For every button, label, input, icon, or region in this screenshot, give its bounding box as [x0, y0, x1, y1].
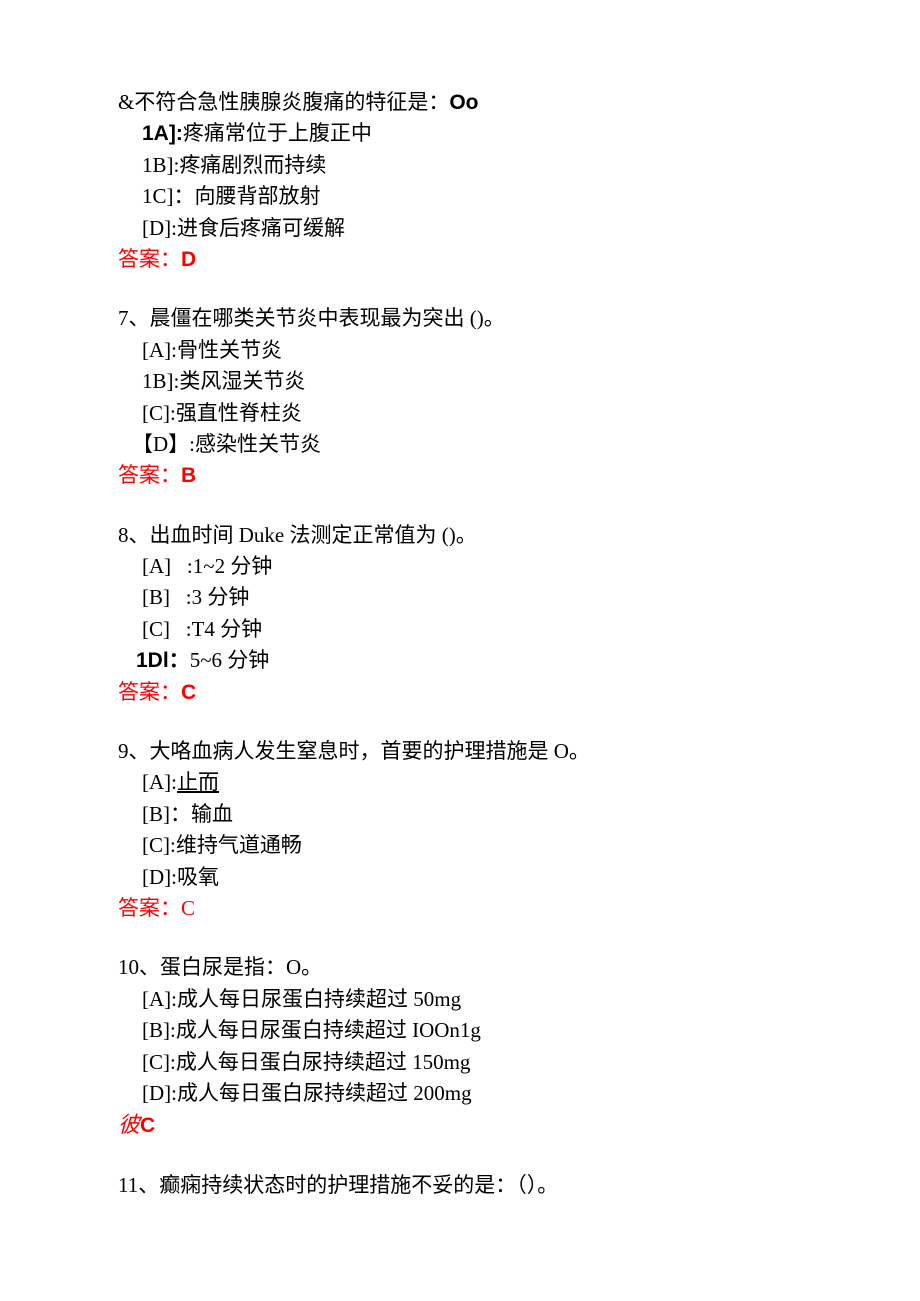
question-option: [D]:成人每日蛋白尿持续超过 200mg — [118, 1079, 920, 1108]
option-marker: 1Dl： — [136, 649, 190, 672]
option-text: 进食后疼痛可缓解 — [177, 216, 345, 240]
question-option: [A]:止而 — [118, 768, 920, 797]
answer-value: C — [140, 1114, 155, 1137]
option-text: 输血 — [191, 802, 233, 826]
answer-label: 答案： — [118, 247, 181, 271]
question-block: 7、晨僵在哪类关节炎中表现最为突出 ()。 [A]:骨性关节炎 1B]:类风湿关… — [118, 304, 920, 490]
question-stem: 11、癫痫持续状态时的护理措施不妥的是：（）。 — [118, 1171, 920, 1200]
option-text: 成人每日尿蛋白持续超过 IOOn1g — [176, 1018, 481, 1042]
question-option: 1Dl：5~6 分钟 — [118, 646, 920, 675]
answer-line: 答案：C — [118, 894, 920, 923]
question-stem: 10、蛋白尿是指：O。 — [118, 953, 920, 982]
option-text: 5~6 分钟 — [190, 648, 270, 672]
question-stem: 8、出血时间 Duke 法测定正常值为 ()。 — [118, 521, 920, 550]
question-stem: 7、晨僵在哪类关节炎中表现最为突出 ()。 — [118, 304, 920, 333]
question-block: &不符合急性胰腺炎腹痛的特征是：Oo 1A]:疼痛常位于上腹正中 1B]:疼痛剧… — [118, 88, 920, 274]
option-text: 向腰背部放射 — [195, 184, 321, 208]
option-marker: [B]: — [142, 1018, 176, 1042]
question-option: [C]:成人每日蛋白尿持续超过 150mg — [118, 1048, 920, 1077]
option-text: 止而 — [177, 770, 219, 794]
option-marker: [C]: — [142, 1050, 176, 1074]
question-option: [B]：输血 — [118, 800, 920, 829]
question-option: [B]:成人每日尿蛋白持续超过 IOOn1g — [118, 1016, 920, 1045]
question-option: [A]:成人每日尿蛋白持续超过 50mg — [118, 985, 920, 1014]
answer-line: 答案：D — [118, 245, 920, 274]
option-marker: 1B]: — [142, 153, 179, 177]
answer-line: 答案：C — [118, 678, 920, 707]
option-marker: [C]: — [142, 401, 176, 425]
question-block: 11、癫痫持续状态时的护理措施不妥的是：（）。 — [118, 1171, 920, 1200]
answer-label: 彼 — [118, 1112, 140, 1137]
question-block: 9、大咯血病人发生窒息时，首要的护理措施是 O。 [A]:止而 [B]：输血 [… — [118, 737, 920, 923]
option-text: 维持气道通畅 — [176, 833, 302, 857]
option-text: 成人每日尿蛋白持续超过 50mg — [177, 987, 461, 1011]
option-text: 类风湿关节炎 — [179, 369, 305, 393]
option-text: T4 分钟 — [192, 617, 263, 641]
option-marker: 1A]: — [142, 122, 183, 145]
option-text: 1~2 分钟 — [193, 554, 273, 578]
stem-text: &不符合急性胰腺炎腹痛的特征是： — [118, 90, 449, 114]
option-marker: 1B]: — [142, 369, 179, 393]
question-option: 1C]：向腰背部放射 — [118, 182, 920, 211]
option-text: 3 分钟 — [192, 585, 250, 609]
question-option: [B] :3 分钟 — [118, 583, 920, 612]
question-option: [C] :T4 分钟 — [118, 615, 920, 644]
answer-value: C — [181, 681, 196, 704]
question-option: 1A]:疼痛常位于上腹正中 — [118, 119, 920, 148]
option-text: 疼痛常位于上腹正中 — [183, 121, 372, 145]
option-text: 感染性关节炎 — [195, 432, 321, 456]
answer-label: 答案： — [118, 896, 181, 920]
question-option: [C]:维持气道通畅 — [118, 831, 920, 860]
answer-label: 答案： — [118, 680, 181, 704]
question-block: 8、出血时间 Duke 法测定正常值为 ()。 [A] :1~2 分钟 [B] … — [118, 521, 920, 707]
option-marker: [A]: — [142, 987, 177, 1011]
question-option: 【D】:感染性关节炎 — [118, 430, 920, 459]
option-marker: [B] : — [142, 585, 192, 609]
option-text: 成人每日蛋白尿持续超过 150mg — [176, 1050, 471, 1074]
option-marker: [D]: — [142, 216, 177, 240]
option-marker: [D]: — [142, 1081, 177, 1105]
answer-value: C — [181, 896, 195, 920]
answer-line: 答案：B — [118, 461, 920, 490]
option-marker: [A]: — [142, 770, 177, 794]
answer-label: 答案： — [118, 463, 181, 487]
option-marker: [B]： — [142, 802, 191, 826]
question-block: 10、蛋白尿是指：O。 [A]:成人每日尿蛋白持续超过 50mg [B]:成人每… — [118, 953, 920, 1141]
question-stem: &不符合急性胰腺炎腹痛的特征是：Oo — [118, 88, 920, 117]
option-marker: [C] : — [142, 617, 192, 641]
option-text: 吸氧 — [177, 865, 219, 889]
question-option: 1B]:类风湿关节炎 — [118, 367, 920, 396]
question-option: [C]:强直性脊柱炎 — [118, 399, 920, 428]
option-text: 强直性脊柱炎 — [176, 401, 302, 425]
option-marker: [A] : — [142, 554, 193, 578]
option-text: 骨性关节炎 — [177, 338, 282, 362]
option-marker: [D]: — [142, 865, 177, 889]
option-marker: [C]: — [142, 833, 176, 857]
option-marker: [A]: — [142, 338, 177, 362]
stem-suffix: Oo — [449, 91, 478, 114]
answer-value: D — [181, 248, 196, 271]
option-text: 疼痛剧烈而持续 — [179, 153, 326, 177]
answer-line: 彼C — [118, 1110, 920, 1141]
question-option: [A]:骨性关节炎 — [118, 336, 920, 365]
option-marker: 1C]： — [142, 184, 195, 208]
answer-value: B — [181, 464, 196, 487]
question-option: 1B]:疼痛剧烈而持续 — [118, 151, 920, 180]
option-marker: 【D】: — [132, 432, 195, 456]
option-text: 成人每日蛋白尿持续超过 200mg — [177, 1081, 472, 1105]
question-option: [D]:吸氧 — [118, 863, 920, 892]
question-option: [A] :1~2 分钟 — [118, 552, 920, 581]
page-root: &不符合急性胰腺炎腹痛的特征是：Oo 1A]:疼痛常位于上腹正中 1B]:疼痛剧… — [0, 0, 920, 1301]
question-option: [D]:进食后疼痛可缓解 — [118, 214, 920, 243]
question-stem: 9、大咯血病人发生窒息时，首要的护理措施是 O。 — [118, 737, 920, 766]
